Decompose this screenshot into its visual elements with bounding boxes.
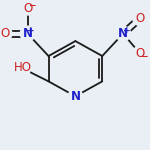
Text: +: + xyxy=(123,26,130,35)
Circle shape xyxy=(133,46,146,60)
Circle shape xyxy=(13,59,31,77)
Text: O: O xyxy=(135,12,144,25)
Circle shape xyxy=(20,26,35,41)
Circle shape xyxy=(116,26,131,41)
Circle shape xyxy=(68,89,82,103)
Text: +: + xyxy=(27,26,35,35)
Circle shape xyxy=(0,27,12,40)
Text: N: N xyxy=(23,27,33,40)
Text: HO: HO xyxy=(14,61,32,74)
Text: O: O xyxy=(23,2,32,15)
Text: −: − xyxy=(140,51,147,60)
Text: N: N xyxy=(118,27,128,40)
Text: O: O xyxy=(1,27,10,40)
Text: −: − xyxy=(28,1,35,10)
Text: N: N xyxy=(70,90,80,103)
Text: O: O xyxy=(135,46,144,60)
Circle shape xyxy=(133,12,146,25)
Circle shape xyxy=(21,2,34,15)
